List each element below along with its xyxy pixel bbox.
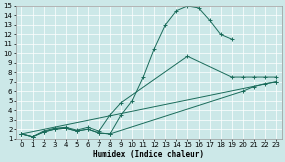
X-axis label: Humidex (Indice chaleur): Humidex (Indice chaleur) <box>93 150 204 159</box>
